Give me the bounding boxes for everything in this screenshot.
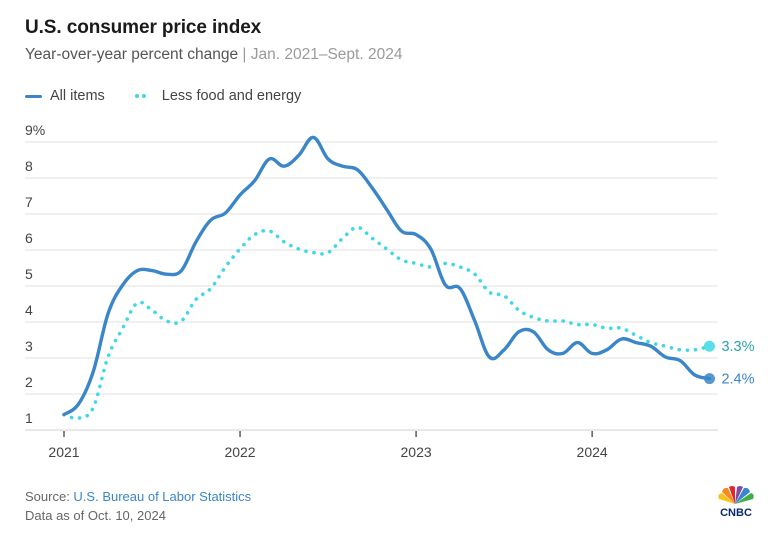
end-labels: 3.3% 2.4%	[703, 339, 755, 388]
end-marker-core	[703, 340, 715, 352]
y-tick-label: 9%	[25, 122, 45, 138]
line-all-items	[62, 135, 712, 417]
subtitle-separator: |	[238, 46, 251, 63]
legend-label-core: Less food and energy	[161, 88, 302, 104]
y-tick-label: 7	[25, 194, 33, 210]
footer: Source: U.S. Bureau of Labor Statistics …	[25, 487, 251, 525]
solid-line-swatch-icon	[25, 94, 42, 98]
x-tick-label: 2023	[401, 444, 432, 460]
chart-title: U.S. consumer price index	[25, 17, 262, 38]
chart-subtitle: Year-over-year percent change | Jan. 202…	[25, 46, 402, 64]
peacock-icon	[718, 486, 754, 504]
x-axis: 2021 2022 2023 2024	[48, 431, 608, 460]
subtitle-text: Year-over-year percent change	[25, 46, 239, 63]
source-link[interactable]: U.S. Bureau of Labor Statistics	[73, 489, 252, 504]
data-as-of: Data as of Oct. 10, 2024	[25, 508, 166, 523]
legend-item-core: Less food and energy	[131, 88, 301, 104]
source-line: Source: U.S. Bureau of Labor Statistics	[25, 487, 251, 506]
y-tick-label: 5	[25, 266, 33, 282]
line-less-food-and-energy	[62, 225, 712, 421]
date-range: Jan. 2021–Sept. 2024	[250, 46, 403, 63]
x-tick-label: 2021	[48, 444, 79, 460]
cnbc-logo: CNBC	[718, 486, 754, 519]
legend-item-all-items: All items	[25, 88, 105, 104]
dotted-line-swatch-icon	[134, 94, 149, 98]
y-tick-label: 1	[25, 410, 33, 426]
logo-text: CNBC	[720, 507, 752, 519]
x-tick-label: 2022	[224, 444, 255, 460]
y-tick-label: 8	[25, 158, 33, 174]
y-tick-label: 4	[25, 302, 33, 318]
y-axis-labels: 1 2 3 4 5 6 7 8 9%	[25, 122, 45, 426]
gridlines	[25, 141, 718, 431]
end-marker-all-items	[703, 373, 715, 385]
y-tick-label: 2	[25, 374, 33, 390]
series-lines	[62, 135, 712, 421]
source-label: Source:	[25, 489, 74, 504]
y-tick-label: 6	[25, 230, 33, 246]
legend: All items Less food and energy	[25, 88, 327, 104]
y-tick-label: 3	[25, 338, 33, 354]
end-label-core: 3.3%	[721, 339, 754, 355]
end-label-all-items: 2.4%	[721, 372, 754, 388]
legend-label-all-items: All items	[50, 88, 105, 104]
x-tick-label: 2024	[577, 444, 608, 460]
